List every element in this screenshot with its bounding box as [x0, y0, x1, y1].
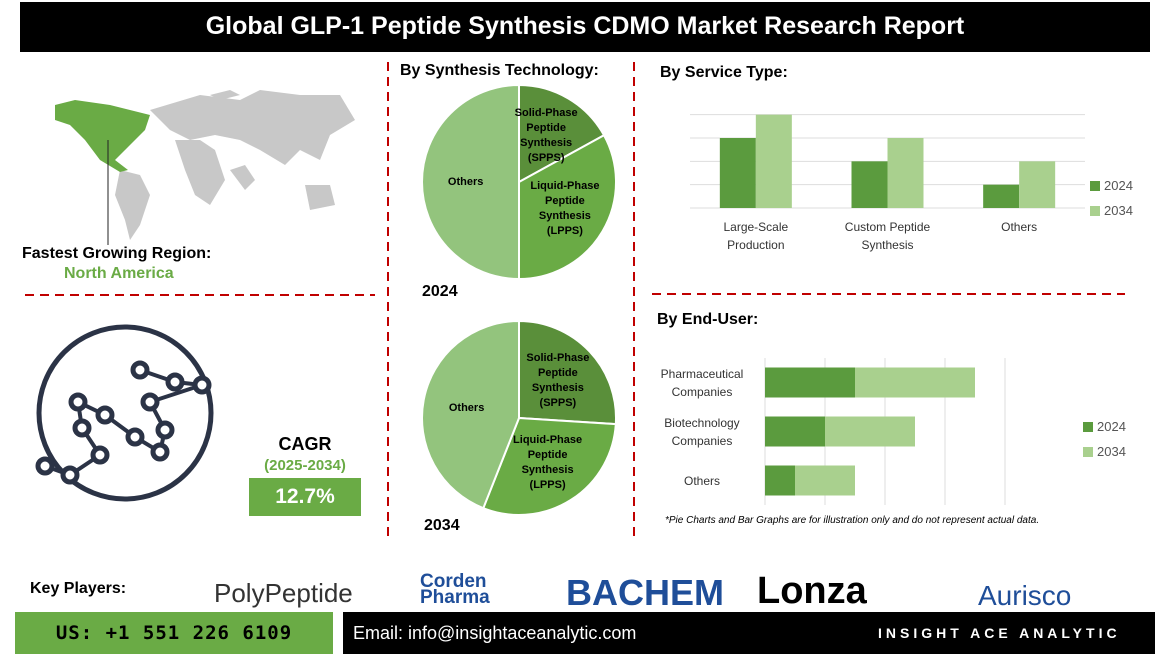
- chart-subtitle: 2024: [422, 283, 458, 300]
- bar: [795, 465, 855, 496]
- bar: [765, 416, 825, 447]
- pie-slice: [481, 416, 617, 516]
- legend-swatch: [1090, 206, 1100, 216]
- bar: [1019, 161, 1056, 208]
- bar: [887, 138, 924, 208]
- x-tick-label: Others: [1001, 220, 1038, 234]
- bar: [755, 114, 792, 208]
- y-tick-label: Others: [683, 473, 720, 488]
- logo: Aurisco: [978, 580, 1072, 611]
- note: *Pie Charts and Bar Graphs are for illus…: [665, 515, 1040, 526]
- pie-slice: [518, 83, 606, 184]
- slice-label: Solid-Phase Peptide Synthesis (SPPS): [514, 107, 578, 165]
- legend-label: 2024: [1097, 419, 1126, 434]
- world-map: [115, 90, 355, 240]
- bar: [855, 367, 975, 398]
- chain-icon: [35, 324, 214, 502]
- legend-label: 2034: [1104, 203, 1133, 218]
- cagr-label: CAGR: [278, 434, 332, 454]
- pie-slice: [421, 83, 520, 281]
- logo: PolyPeptide: [214, 578, 353, 608]
- slice-label: Others: [447, 175, 484, 188]
- chart-title: By End-User:: [657, 311, 759, 328]
- region-label: Fastest Growing Region:: [22, 245, 212, 262]
- email-bar: [343, 612, 1155, 654]
- region-value: North America: [64, 265, 174, 282]
- chart-title: By Service Type:: [660, 64, 788, 81]
- legend-label: 2024: [1104, 178, 1133, 193]
- email: Email: info@insightaceanalytic.com: [353, 623, 637, 643]
- cagr-period: (2025-2034): [264, 457, 346, 474]
- logo: BACHEM: [566, 572, 724, 613]
- logo: Lonza: [757, 570, 867, 612]
- pie-slice: [518, 319, 617, 426]
- slice-label: Liquid-Phase Peptide Synthesis (LPPS): [530, 180, 600, 238]
- logo: Corden Pharma: [420, 571, 490, 608]
- north-america: [55, 100, 150, 172]
- bar: [765, 367, 855, 398]
- cagr-box: [249, 478, 361, 516]
- slice-label: Others: [448, 401, 485, 414]
- brand: INSIGHT ACE ANALYTIC: [878, 625, 1121, 641]
- phone-bar: [15, 612, 333, 654]
- bar: [765, 465, 795, 496]
- pie-slice: [518, 133, 617, 281]
- y-tick-label: Biotechnology Companies: [664, 415, 740, 448]
- legend-swatch: [1083, 447, 1093, 457]
- bar: [983, 184, 1020, 208]
- slice-label: Liquid-Phase Peptide Synthesis (LPPS): [513, 434, 583, 492]
- phone: US: +1 551 226 6109: [55, 622, 293, 644]
- title: Global GLP-1 Peptide Synthesis CDMO Mark…: [205, 12, 965, 40]
- key-players-label: Key Players:: [30, 580, 127, 597]
- header-bar: [20, 2, 1150, 52]
- legend-label: 2034: [1097, 444, 1126, 459]
- pie-slice: [421, 319, 520, 510]
- bar: [851, 161, 888, 208]
- chart-subtitle: 2034: [424, 517, 460, 534]
- legend-swatch: [1083, 422, 1093, 432]
- bar: [719, 138, 756, 208]
- x-tick-label: Custom Peptide Synthesis: [844, 220, 931, 252]
- y-tick-label: Pharmaceutical Companies: [660, 366, 744, 399]
- x-tick-label: Large-Scale Production: [723, 220, 789, 252]
- chart-title: By Synthesis Technology:: [400, 62, 599, 79]
- cagr-value: 12.7%: [275, 485, 335, 508]
- bar: [825, 416, 915, 447]
- legend-swatch: [1090, 181, 1100, 191]
- slice-label: Solid-Phase Peptide Synthesis (SPPS): [526, 352, 590, 410]
